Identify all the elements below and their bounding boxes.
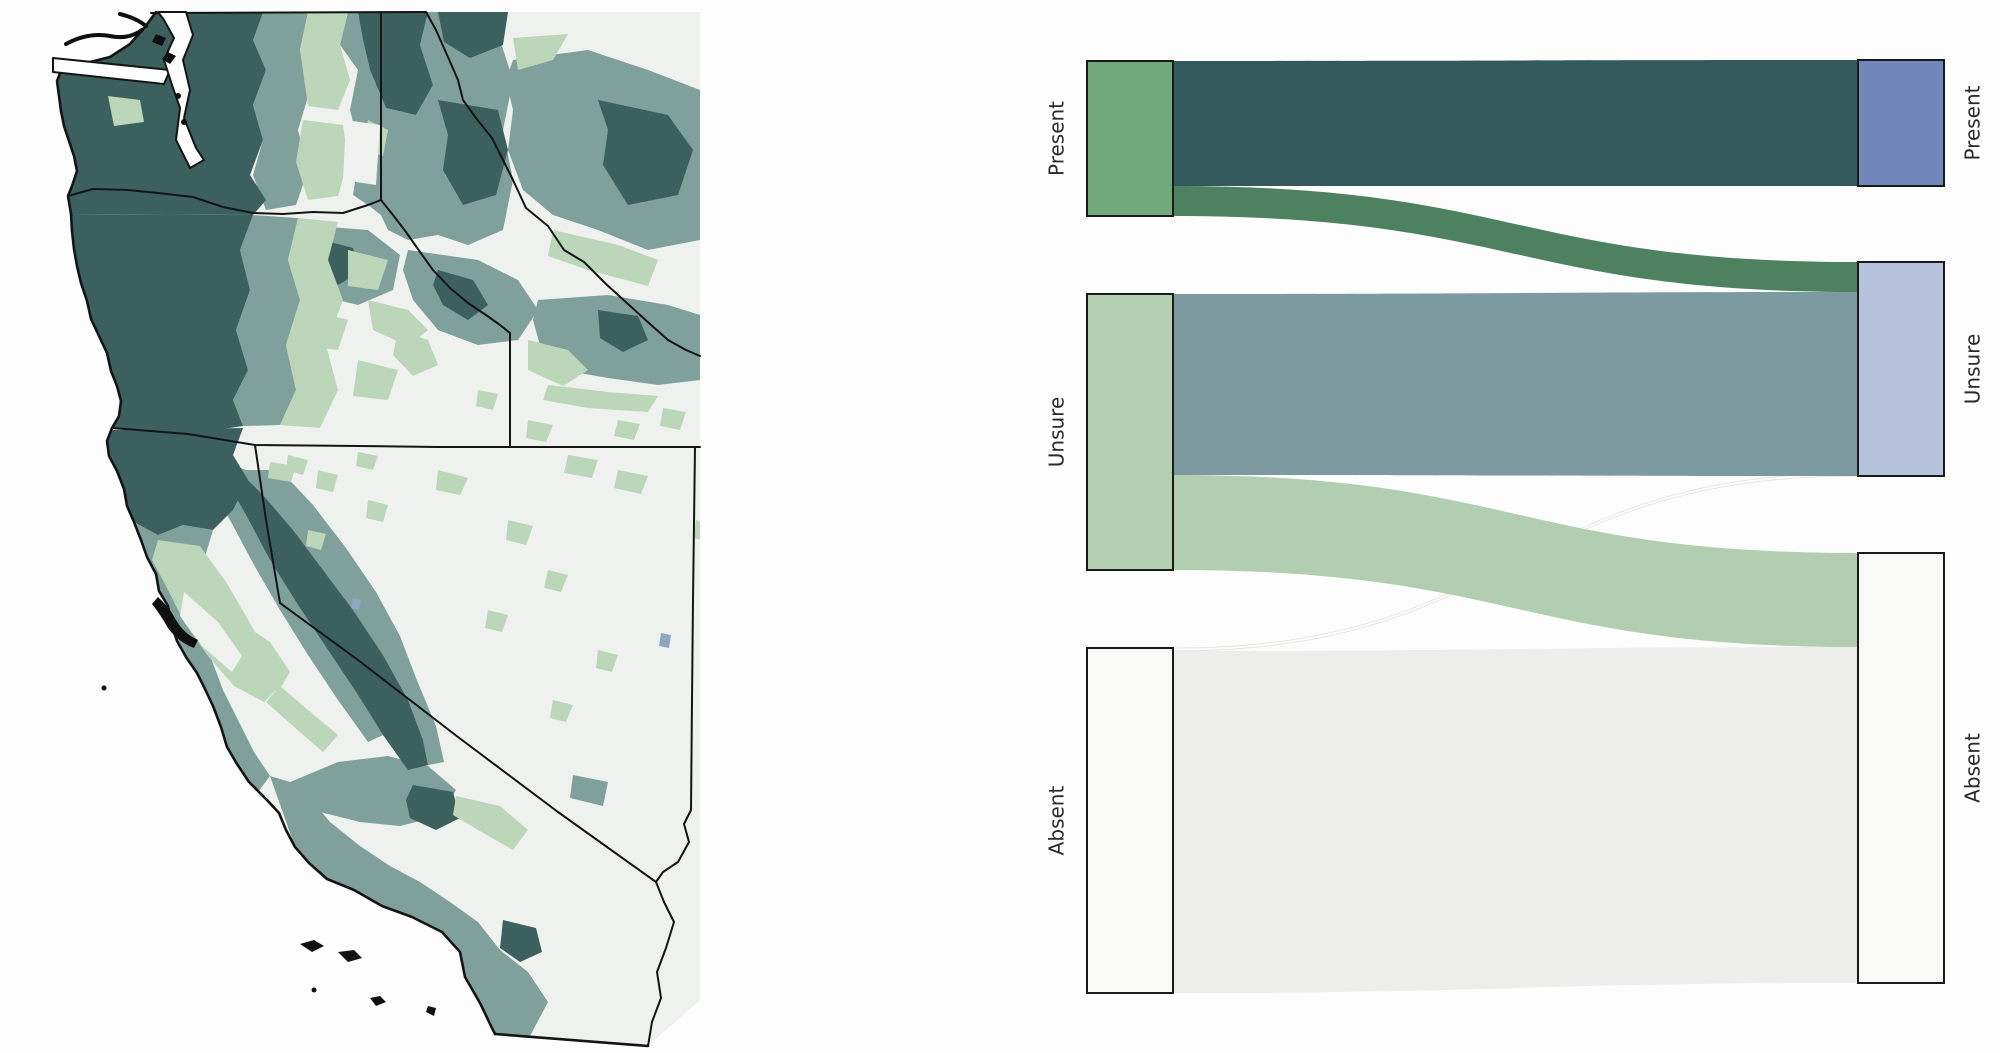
border-canada-49th: [150, 11, 427, 14]
border-california-nevada: [254, 444, 657, 883]
vancouver-island-coast: [64, 28, 144, 46]
border-washington-oregon: [67, 188, 382, 215]
sankey-node-R-Absent: [1857, 552, 1945, 984]
puget-island: [181, 119, 187, 125]
map-raster-patches: [57, 12, 700, 1036]
sankey-node-R-Present: [1857, 59, 1945, 187]
strait-juan-de-fuca: [52, 57, 171, 85]
sankey-flow-unsure-to-absent: [1173, 475, 1858, 647]
san-juan-island: [152, 34, 166, 46]
coastline: [55, 10, 497, 1036]
transition-sankey-panel: Present Unsure Absent Present Unsure Absent: [1045, 59, 1985, 994]
sankey-node-R-Unsure: [1857, 261, 1945, 477]
border-oregon-idaho: [380, 199, 511, 448]
vancouver-island-coast: [118, 12, 148, 28]
sankey-label-L-Present: Present: [1045, 101, 1069, 176]
puget-sound-channel: [157, 11, 205, 169]
sankey-label-R-Present: Present: [1961, 85, 1985, 160]
puget-sound: [52, 11, 205, 169]
puget-island: [175, 93, 181, 99]
sankey-label-L-Absent: Absent: [1045, 786, 1069, 856]
border-42nd-parallel: [111, 427, 701, 448]
sankey-label-R-Absent: Absent: [1961, 733, 1985, 803]
sankey-node-L-Unsure: [1086, 293, 1174, 571]
sankey-label-L-Unsure: Unsure: [1045, 397, 1069, 468]
san-juan-island: [162, 52, 176, 64]
border-nevada-utah-arizona: [647, 446, 696, 1047]
sankey-node-L-Absent: [1086, 647, 1174, 994]
channel-island: [338, 950, 362, 962]
channel-island: [426, 1006, 436, 1016]
sankey-flow-present-to-present: [1173, 60, 1858, 186]
farallon-island: [101, 685, 107, 691]
channel-island: [370, 996, 386, 1006]
border-mexico: [493, 1032, 650, 1048]
state-borders: [55, 10, 701, 1048]
sankey-flow-present-to-unsure: [1173, 186, 1858, 292]
border-idaho-montana: [425, 11, 701, 357]
sankey-flow-absent-to-absent: [1173, 647, 1858, 993]
sankey-node-L-Present: [1086, 60, 1174, 217]
channel-island: [300, 940, 324, 952]
sankey-label-R-Unsure: Unsure: [1961, 334, 1985, 405]
san-francisco-bay: [152, 597, 198, 648]
range-map-panel: [52, 10, 701, 1048]
sankey-flow-unsure-to-unsure: [1173, 292, 1858, 476]
island-dot: [311, 987, 317, 993]
coastal-details: [101, 597, 436, 1016]
